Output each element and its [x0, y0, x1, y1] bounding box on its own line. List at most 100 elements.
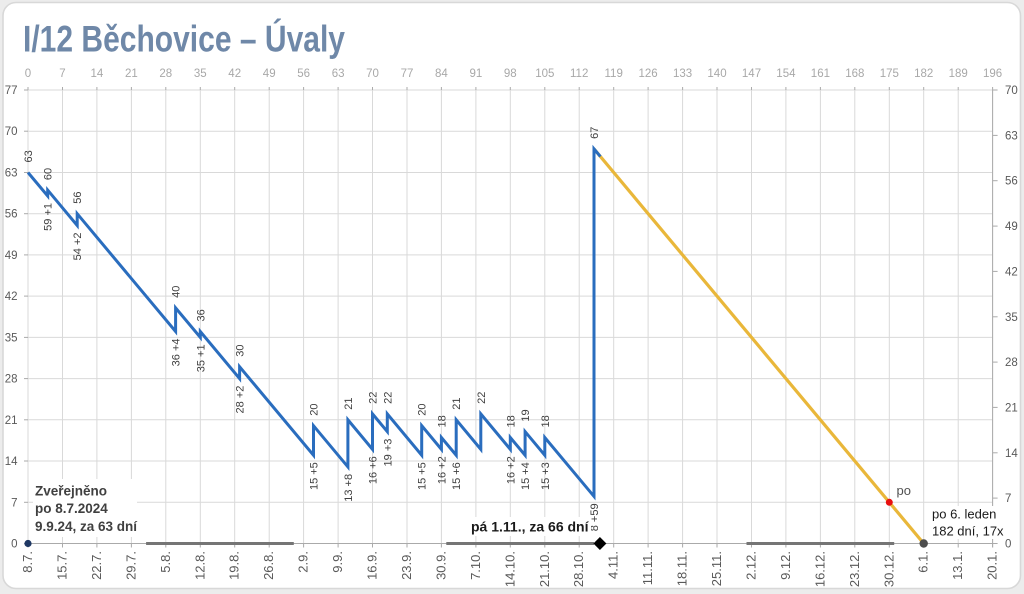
- svg-text:9.9.24, za 63 dní: 9.9.24, za 63 dní: [35, 519, 138, 534]
- svg-text:77: 77: [401, 68, 414, 80]
- svg-text:175: 175: [880, 68, 899, 80]
- svg-text:36 +4: 36 +4: [171, 339, 183, 367]
- svg-text:56: 56: [72, 191, 84, 203]
- svg-text:26.8.: 26.8.: [261, 551, 276, 580]
- svg-text:15 +4: 15 +4: [520, 462, 532, 490]
- svg-text:2.9.: 2.9.: [296, 551, 311, 573]
- svg-text:70: 70: [366, 68, 379, 80]
- svg-text:56: 56: [297, 68, 310, 80]
- svg-text:14: 14: [91, 68, 104, 80]
- svg-text:56: 56: [5, 209, 18, 221]
- svg-text:21: 21: [1005, 402, 1018, 414]
- svg-text:182 dní, 17x: 182 dní, 17x: [932, 524, 1004, 539]
- svg-text:70: 70: [1005, 85, 1018, 97]
- svg-text:23.9.: 23.9.: [399, 551, 414, 580]
- svg-text:22: 22: [368, 392, 380, 404]
- svg-text:35: 35: [1005, 312, 1018, 324]
- svg-text:30.9.: 30.9.: [433, 551, 448, 580]
- svg-text:42: 42: [1005, 266, 1018, 278]
- svg-text:119: 119: [605, 68, 623, 80]
- svg-text:63: 63: [1005, 130, 1018, 142]
- svg-text:28.10.: 28.10.: [571, 551, 586, 587]
- svg-text:15.7.: 15.7.: [55, 551, 70, 580]
- svg-text:16.9.: 16.9.: [365, 551, 380, 580]
- svg-text:21.10.: 21.10.: [537, 551, 552, 587]
- svg-text:16 +6: 16 +6: [368, 456, 380, 484]
- svg-text:15 +6: 15 +6: [451, 462, 463, 490]
- svg-text:14.10.: 14.10.: [502, 551, 517, 587]
- svg-text:35: 35: [5, 332, 18, 344]
- svg-text:59 +1: 59 +1: [43, 203, 55, 231]
- svg-text:189: 189: [949, 68, 968, 80]
- svg-text:91: 91: [470, 68, 483, 80]
- svg-text:105: 105: [535, 68, 554, 80]
- svg-text:20: 20: [417, 403, 429, 415]
- svg-text:36: 36: [195, 309, 207, 321]
- svg-text:63: 63: [23, 150, 35, 162]
- svg-text:29.7.: 29.7.: [123, 551, 138, 580]
- svg-text:63: 63: [332, 68, 345, 80]
- svg-text:I/12 Běchovice – Úvaly: I/12 Běchovice – Úvaly: [23, 18, 345, 60]
- svg-text:49: 49: [1005, 221, 1018, 233]
- svg-text:0: 0: [11, 539, 17, 551]
- svg-text:19: 19: [520, 409, 532, 421]
- svg-text:60: 60: [43, 168, 55, 180]
- svg-text:154: 154: [776, 68, 796, 80]
- svg-text:8 +59: 8 +59: [589, 503, 601, 531]
- svg-text:6.1.: 6.1.: [916, 551, 931, 573]
- svg-text:49: 49: [5, 250, 18, 262]
- svg-text:70: 70: [5, 126, 18, 138]
- svg-text:35 +1: 35 +1: [195, 344, 207, 372]
- svg-text:22: 22: [382, 392, 394, 404]
- svg-text:20.1.: 20.1.: [985, 551, 1000, 580]
- svg-text:98: 98: [504, 68, 517, 80]
- svg-text:19.8.: 19.8.: [227, 551, 242, 580]
- svg-text:49: 49: [263, 68, 276, 80]
- svg-text:161: 161: [811, 68, 830, 80]
- svg-text:22: 22: [476, 392, 488, 404]
- svg-text:140: 140: [707, 68, 726, 80]
- svg-text:14: 14: [5, 456, 18, 468]
- svg-text:7: 7: [59, 68, 65, 80]
- svg-text:21: 21: [451, 398, 463, 410]
- svg-text:18: 18: [505, 415, 517, 427]
- svg-text:196: 196: [983, 68, 1002, 80]
- svg-text:147: 147: [742, 68, 761, 80]
- svg-text:16.12.: 16.12.: [812, 551, 827, 587]
- svg-text:5.8.: 5.8.: [158, 551, 173, 573]
- svg-text:19 +3: 19 +3: [382, 439, 394, 467]
- svg-text:16 +2: 16 +2: [436, 456, 448, 484]
- svg-text:56: 56: [1005, 176, 1018, 188]
- svg-text:12.8.: 12.8.: [192, 551, 207, 580]
- svg-text:13 +8: 13 +8: [343, 474, 355, 502]
- svg-text:7.10.: 7.10.: [468, 551, 483, 580]
- svg-text:Zveřejněno: Zveřejněno: [35, 484, 107, 499]
- svg-text:28: 28: [5, 374, 18, 386]
- svg-text:0: 0: [25, 68, 31, 80]
- svg-text:42: 42: [228, 68, 241, 80]
- svg-text:15 +3: 15 +3: [540, 462, 552, 490]
- svg-text:18.11.: 18.11.: [675, 551, 690, 586]
- svg-text:28: 28: [1005, 357, 1018, 369]
- svg-text:182: 182: [914, 68, 933, 80]
- svg-text:16 +2: 16 +2: [505, 456, 517, 484]
- svg-text:23.12.: 23.12.: [847, 551, 862, 587]
- svg-text:18: 18: [540, 415, 552, 427]
- svg-text:7: 7: [1005, 493, 1011, 505]
- svg-text:42: 42: [5, 291, 18, 303]
- svg-text:25.11.: 25.11.: [709, 551, 724, 586]
- svg-text:28: 28: [159, 68, 172, 80]
- svg-text:14: 14: [1005, 448, 1018, 460]
- svg-text:35: 35: [194, 68, 207, 80]
- svg-text:pá 1.11., za 66 dní: pá 1.11., za 66 dní: [471, 519, 590, 535]
- svg-text:28 +2: 28 +2: [235, 386, 247, 414]
- svg-text:30: 30: [235, 345, 247, 357]
- svg-text:126: 126: [639, 68, 658, 80]
- svg-text:21: 21: [343, 398, 355, 410]
- svg-text:77: 77: [5, 85, 18, 97]
- svg-text:13.1.: 13.1.: [950, 551, 965, 580]
- svg-text:18: 18: [436, 415, 448, 427]
- svg-text:11.11.: 11.11.: [640, 551, 655, 585]
- svg-text:2.12.: 2.12.: [744, 551, 759, 580]
- svg-text:40: 40: [171, 286, 183, 298]
